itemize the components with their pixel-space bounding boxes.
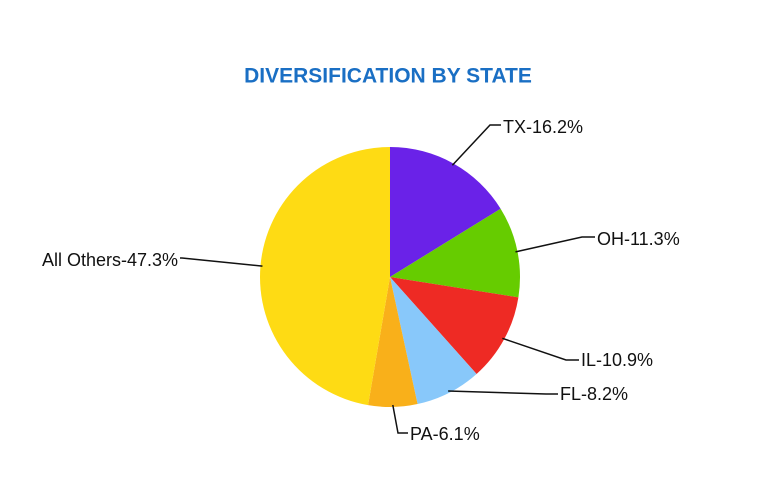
slice-label: All Others-47.3% <box>42 250 178 270</box>
leader-line <box>180 257 263 267</box>
pie-slice <box>390 277 519 374</box>
chart-title: DIVERSIFICATION BY STATE <box>244 65 532 88</box>
pie-slice <box>390 277 477 405</box>
leader-line <box>515 236 595 253</box>
pie-slice <box>390 147 501 277</box>
slice-label: FL-8.2% <box>560 384 628 404</box>
leader-line <box>448 390 558 395</box>
pie-slice <box>368 277 418 407</box>
slice-label: TX-16.2% <box>503 117 583 137</box>
leader-line <box>451 124 501 166</box>
pie-slice <box>260 147 390 406</box>
slice-label: IL-10.9% <box>581 350 653 370</box>
leader-line <box>502 337 579 361</box>
pie-slice <box>390 208 520 298</box>
slice-label: PA-6.1% <box>410 424 480 444</box>
leader-line <box>392 404 408 434</box>
slice-label: OH-11.3% <box>597 229 680 249</box>
